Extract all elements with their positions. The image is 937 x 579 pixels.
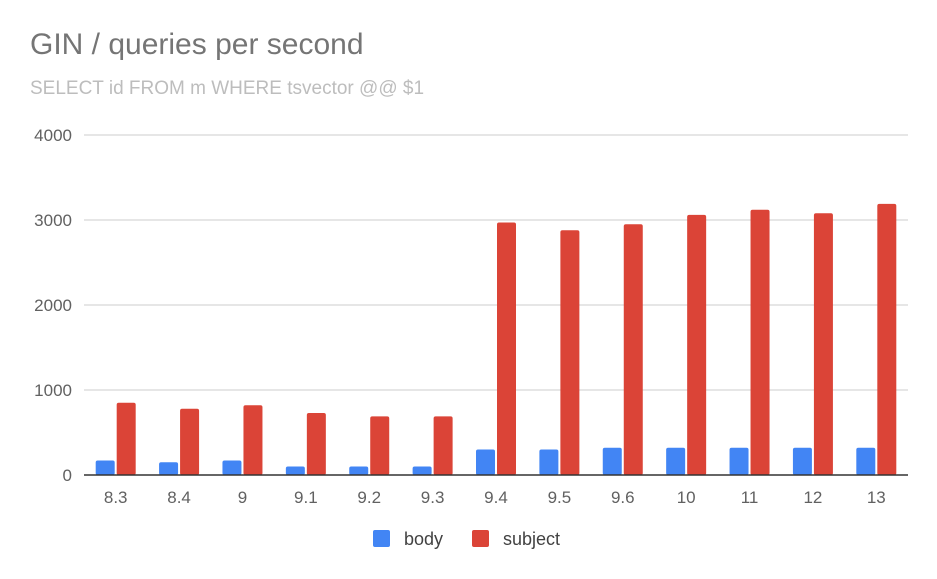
bar-body: [285, 466, 305, 475]
bar-body: [412, 466, 432, 475]
bar-subject: [116, 402, 136, 475]
bar-subject: [813, 213, 833, 475]
bar-body: [539, 449, 559, 475]
x-tick-label: 9.4: [484, 488, 508, 507]
x-tick-label: 8.3: [104, 488, 128, 507]
x-tick-label: 9: [238, 488, 247, 507]
bar-subject: [497, 222, 516, 475]
y-tick-label: 3000: [34, 211, 72, 230]
x-tick-label: 9.2: [357, 488, 381, 507]
legend-swatch-body: [373, 530, 390, 547]
x-tick-label: 11: [741, 488, 759, 507]
bar-body: [792, 447, 812, 475]
x-tick-label: 9.5: [548, 488, 572, 507]
legend-label-subject: subject: [503, 529, 560, 549]
bar-body: [222, 460, 242, 475]
bar-body: [476, 449, 495, 475]
bar-body: [729, 447, 749, 475]
bar-body: [159, 462, 179, 475]
bar-subject: [560, 230, 580, 475]
bar-body: [666, 447, 686, 475]
bar-subject: [243, 405, 263, 475]
x-tick-label: 10: [677, 488, 696, 507]
x-tick-label: 12: [803, 488, 822, 507]
y-tick-label: 2000: [34, 296, 72, 315]
bar-subject: [877, 203, 897, 475]
y-tick-label: 1000: [34, 381, 72, 400]
x-tick-label: 9.3: [421, 488, 445, 507]
bar-subject: [306, 412, 326, 475]
bar-body: [602, 447, 622, 475]
bar-subject: [687, 214, 707, 475]
x-tick-label: 13: [867, 488, 886, 507]
legend-label-body: body: [404, 529, 443, 549]
x-tick-label: 9.6: [611, 488, 635, 507]
x-tick-label: 9.1: [294, 488, 318, 507]
bar-body: [95, 460, 115, 475]
bar-subject: [750, 209, 770, 476]
chart-subtitle: SELECT id FROM m WHERE tsvector @@ $1: [30, 78, 425, 99]
bar-body: [349, 466, 369, 475]
bar-subject: [180, 408, 200, 475]
bar-subject: [433, 416, 453, 475]
y-tick-label: 0: [63, 466, 72, 485]
bar-subject: [623, 224, 643, 475]
legend-swatch-subject: [472, 530, 489, 547]
x-tick-label: 8.4: [167, 488, 191, 507]
y-tick-label: 4000: [34, 126, 72, 145]
bar-subject: [370, 416, 390, 475]
chart-title: GIN / queries per second: [30, 28, 364, 61]
bar-body: [856, 447, 876, 475]
